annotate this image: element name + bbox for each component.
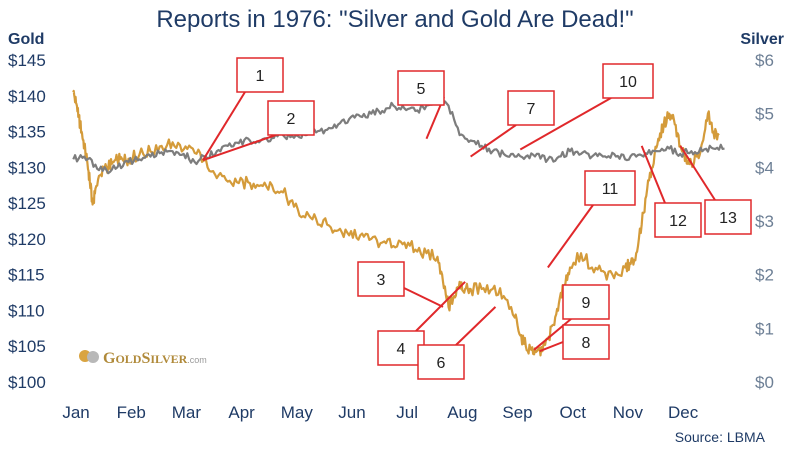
right-axis-label: Silver [740,31,784,48]
source-label: Source: LBMA [675,429,766,445]
annotation-4-box [377,330,425,366]
left-axis-ticks: $100 $105 $110 $115 $120 $125 $130 $135 $140 $145 [8,51,46,392]
annotation-3-label: 3 [377,272,386,289]
annotation-10-label: 10 [619,74,637,91]
annotation-9-box [562,284,610,320]
annotation-7-label: 7 [527,101,536,118]
x-tick-label: Jan [62,403,89,422]
gold-price-line [72,89,720,357]
x-tick-label: Apr [228,403,255,422]
annotation-1-label: 1 [256,68,265,85]
annotation-5-box [397,70,445,106]
left-tick-label: $135 [8,123,46,142]
annotation-13-box [704,199,752,235]
annotation-12-box [654,202,702,238]
annotation-8-box [562,324,610,360]
annotation-2-box [267,100,315,136]
x-tick-label: Sep [502,403,532,422]
left-tick-label: $130 [8,158,46,177]
annotation-1-box [236,57,284,93]
x-tick-label: Mar [172,403,202,422]
left-tick-label: $145 [8,51,46,70]
x-tick-label: Oct [559,403,586,422]
left-tick-label: $125 [8,194,46,213]
annotation-3-box [357,261,405,297]
annotation-9-pointer [533,318,572,351]
right-tick-label: $1 [755,319,774,338]
right-axis-ticks: $0 $1 $2 $3 $4 $5 $6 [755,51,774,392]
left-tick-label: $115 [8,266,45,285]
annotation-5-label: 5 [417,81,426,98]
silver-price-line [72,96,725,175]
silver-coin-icon [87,351,99,363]
goldsilver-logo: GOLDSILVER.com [79,350,207,367]
annotation-10-pointer [519,97,612,151]
annotation-11-pointer [547,204,594,269]
chart-title: Reports in 1976: "Silver and Gold Are De… [156,6,633,33]
annotation-11-box [584,170,636,206]
right-tick-label: $6 [755,51,774,70]
x-tick-label: May [281,403,314,422]
right-tick-label: $2 [755,266,774,285]
left-tick-label: $140 [8,87,46,106]
annotation-6-pointer [455,306,497,346]
x-tick-label: Aug [447,403,477,422]
x-tick-label: Jul [396,403,418,422]
annotation-7-pointer [470,124,517,158]
annotation-6-box [417,344,465,380]
left-tick-label: $120 [8,230,46,249]
left-tick-label: $100 [8,373,46,392]
annotation-10-box [602,63,654,99]
left-axis-label: Gold [8,31,44,48]
right-tick-label: $4 [755,158,774,177]
annotation-13-label: 13 [719,210,737,227]
annotation-8-pointer [539,341,564,353]
right-tick-label: $3 [755,212,774,231]
x-axis-ticks: Jan Feb Mar Apr May Jun Jul Aug Sep Oct Nov Dec [62,403,698,422]
annotation-4-pointer [415,281,466,332]
annotation-12-pointer [640,145,666,204]
x-tick-label: Nov [613,403,644,422]
x-tick-label: Feb [117,403,146,422]
annotation-9-label: 9 [582,295,591,312]
annotation-13-pointer [679,145,716,201]
annotation-1-pointer [202,91,246,161]
annotation-3-pointer [403,287,444,308]
annotation-7-box [507,90,555,126]
left-tick-label: $105 [8,337,46,356]
x-tick-label: Jun [338,403,365,422]
logo-text: GOLDSILVER.com [103,350,207,367]
x-tick-label: Dec [668,403,699,422]
annotation-12-label: 12 [669,213,687,230]
annotation-8-label: 8 [582,335,591,352]
annotation-2-pointer [202,134,277,162]
right-tick-label: $5 [755,105,774,124]
series-lines [72,89,725,357]
left-tick-label: $110 [8,301,45,320]
annotation-4-label: 4 [397,341,406,358]
annotation-2-label: 2 [287,111,296,128]
right-tick-label: $0 [755,373,774,392]
annotation-6-label: 6 [437,355,446,372]
annotation-11-label: 11 [602,181,619,198]
